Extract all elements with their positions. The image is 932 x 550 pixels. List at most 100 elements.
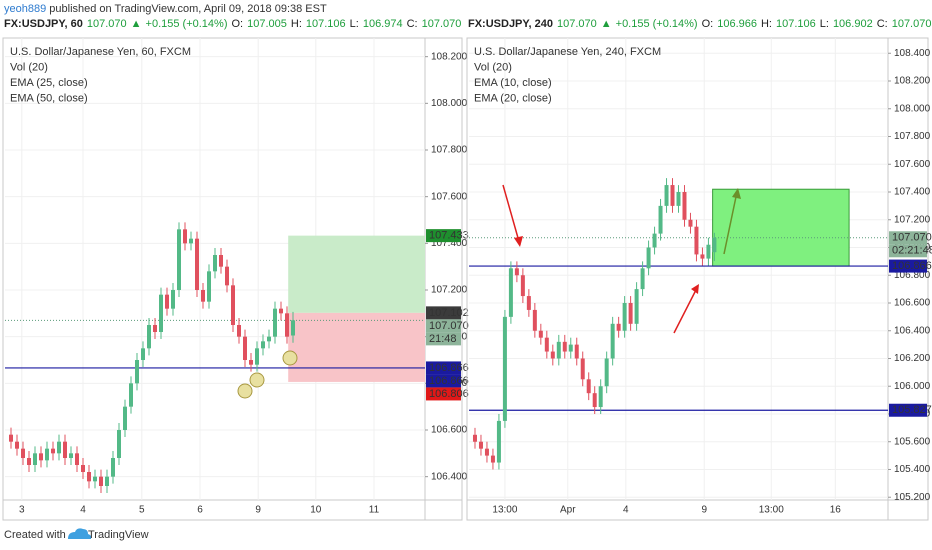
y-tick-label: 108.000: [894, 103, 931, 114]
footer-brand[interactable]: TradingView: [88, 529, 149, 541]
candle-body: [21, 448, 25, 458]
candle-body: [586, 379, 591, 394]
header-text: published on TradingView.com, April 09, …: [49, 3, 327, 15]
candle-body: [682, 192, 687, 220]
candle-body: [688, 219, 693, 227]
candle-body: [207, 271, 211, 302]
candle-body: [33, 453, 37, 465]
header: yeoh889 published on TradingView.com, Ap…: [4, 3, 327, 15]
candle-body: [87, 472, 91, 482]
candle-body: [592, 393, 597, 408]
marker-circle: [237, 383, 253, 399]
candle-body: [508, 268, 513, 317]
candle-body: [267, 336, 271, 342]
candle-body: [550, 351, 555, 359]
ticker-segment: 107.106: [306, 18, 346, 30]
x-tick-label: 4: [80, 505, 86, 516]
candle-body: [201, 290, 205, 302]
price-label-box: [426, 319, 461, 333]
candle-body: [526, 296, 531, 310]
candle-body: [69, 453, 73, 458]
candle-body: [15, 441, 19, 449]
ticker-segment: 106.966: [717, 18, 757, 30]
legend-entry: EMA (20, close): [474, 92, 552, 104]
candle-body: [706, 244, 711, 259]
y-tick-label: 107.800: [431, 145, 468, 156]
candle-body: [640, 268, 645, 290]
ticker-segment: 107.070: [422, 18, 462, 30]
candle-body: [502, 316, 507, 421]
candle-body: [129, 383, 133, 407]
ticker-segment: L:: [350, 18, 359, 30]
countdown-box: [889, 244, 927, 258]
legend-entry: EMA (50, close): [10, 92, 88, 104]
candle-body: [57, 441, 61, 454]
x-tick-label: 10: [310, 505, 322, 516]
countdown: 02:21:48: [892, 245, 932, 257]
y-tick-label: 108.200: [894, 76, 931, 87]
candle-body: [249, 360, 253, 365]
candle-body: [177, 229, 181, 290]
ticker-line: FX:USDJPY, 240 107.070 ▲ +0.155 (+0.14%) O: 1…: [468, 18, 931, 30]
axes: 105.200105.400105.600105.800106.000106.2…: [469, 38, 931, 516]
candle-body: [616, 323, 621, 331]
y-tick-label: 106.800: [894, 270, 931, 281]
candle-body: [225, 266, 229, 286]
stop-zone: [288, 312, 425, 382]
target-zone: [712, 188, 850, 267]
candle-body: [159, 294, 163, 332]
candle-body: [183, 229, 187, 244]
ticker-segment: C:: [407, 18, 418, 30]
y-tick-label: 108.400: [894, 48, 931, 59]
x-tick-label: Apr: [560, 505, 576, 516]
candle-body: [81, 465, 85, 472]
candle-body: [273, 308, 277, 337]
y-tick-label: 107.400: [894, 187, 931, 198]
y-tick-label: 107.800: [894, 131, 931, 142]
author[interactable]: yeoh889: [4, 3, 46, 15]
ticker-segment: 106.974: [363, 18, 403, 30]
candle-body: [63, 441, 67, 458]
candle-body: [514, 268, 519, 276]
candle-body: [604, 358, 609, 387]
ticker-segment: +0.155 (+0.14%): [616, 18, 698, 30]
candle-body: [9, 434, 13, 442]
candle-body: [165, 294, 169, 309]
candle-body: [123, 406, 127, 430]
price-label: 106.866: [429, 362, 469, 374]
candle-body: [231, 285, 235, 325]
legend-entry: Vol (20): [474, 61, 512, 73]
candle-body: [676, 192, 681, 206]
price-label-box: [426, 361, 461, 375]
candle-body: [153, 325, 157, 332]
arrow-head: [691, 284, 699, 294]
legend-entry: U.S. Dollar/Japanese Yen, 240, FXCM: [474, 46, 661, 58]
arrow-head: [514, 236, 523, 247]
candle-body: [628, 302, 633, 324]
x-tick-label: 3: [19, 505, 25, 516]
candle-body: [189, 238, 193, 244]
price-label: 107.070: [892, 232, 932, 244]
y-tick-label: 107.200: [431, 285, 468, 296]
y-tick-label: 108.000: [431, 98, 468, 109]
candle-body: [580, 358, 585, 380]
legend-entry: EMA (25, close): [10, 77, 88, 89]
price-label: 107.070: [429, 320, 469, 332]
footer-text: Created with: [4, 529, 66, 541]
candle-body: [261, 341, 265, 349]
y-tick-label: 106.400: [894, 325, 931, 336]
candle-body: [634, 289, 639, 324]
x-tick-label: 13:00: [492, 505, 517, 516]
logo[interactable]: [68, 528, 92, 539]
candle-body: [111, 458, 115, 477]
marker-circle: [282, 350, 298, 366]
candle-body: [538, 330, 543, 338]
legend-entry: Vol (20): [10, 61, 48, 73]
y-tick-label: 105.400: [894, 464, 931, 475]
x-tick-label: 6: [197, 505, 203, 516]
candle-body: [141, 348, 145, 360]
ticker-segment: FX:USDJPY, 240: [468, 18, 553, 30]
ticker-segment: 107.070: [557, 18, 597, 30]
candle-body: [45, 448, 49, 461]
